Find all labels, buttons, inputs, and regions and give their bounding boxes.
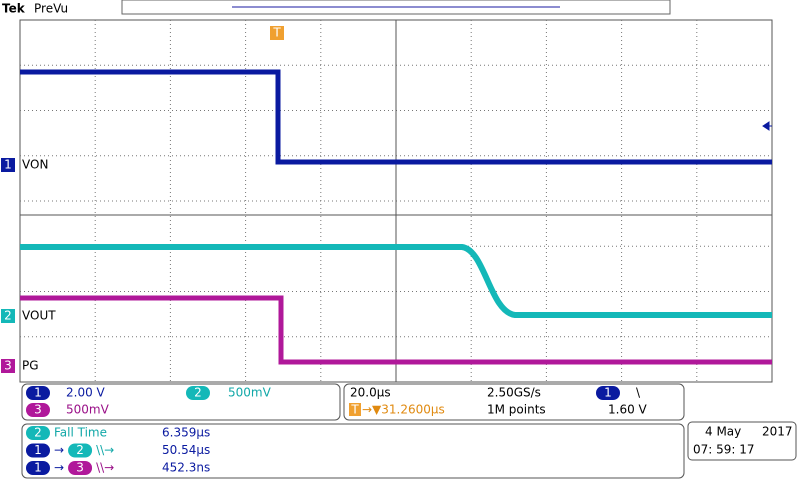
channel-number: 2 bbox=[194, 386, 202, 400]
channel-pill bbox=[186, 386, 210, 400]
channel-badge bbox=[1, 359, 15, 373]
trace-von bbox=[20, 69, 772, 165]
panel-content: 1 2.00 V 2 500mV 3 500mV 20.0µs 2.50GS/s 1 \ T →▼31… bbox=[26, 386, 793, 475]
channel-number: 2 bbox=[34, 426, 42, 440]
ch2-scale: 500mV bbox=[228, 386, 272, 400]
sample-rate: 2.50GS/s bbox=[487, 386, 541, 400]
channel-number: 1 bbox=[34, 386, 42, 400]
mode: PreVu bbox=[34, 2, 68, 16]
channel-number: 3 bbox=[76, 461, 84, 475]
channel-pill bbox=[26, 403, 50, 417]
channel-pill bbox=[26, 426, 50, 440]
channel-number: 2 bbox=[76, 443, 84, 457]
channel-number: 3 bbox=[4, 359, 12, 373]
channel-badge bbox=[1, 158, 15, 172]
measurement-value: 50.54µs bbox=[162, 443, 210, 457]
trace-vout bbox=[20, 244, 772, 318]
ch1-scale: 2.00 V bbox=[66, 386, 106, 400]
horizontal-scale: 20.0µs bbox=[350, 386, 391, 400]
channel-pill bbox=[68, 461, 93, 475]
channel-badge bbox=[1, 309, 15, 323]
record-length: 1M points bbox=[487, 403, 546, 417]
channel-label: VOUT bbox=[22, 309, 56, 323]
channel-pill bbox=[596, 386, 620, 400]
channel-number: 1 bbox=[34, 443, 42, 457]
channel-labels: 1 VON 2 VOUT 3 PG bbox=[1, 158, 56, 373]
channel-pill bbox=[26, 443, 50, 458]
measurement-part: → bbox=[54, 461, 64, 475]
record-bar bbox=[121, 0, 671, 15]
channel-pill bbox=[68, 443, 93, 458]
channel-label: PG bbox=[22, 359, 39, 373]
datetime-panel bbox=[687, 421, 797, 461]
channel-pill bbox=[26, 461, 50, 475]
measurement-part: \\→ bbox=[96, 461, 114, 475]
channel-number: 1 bbox=[4, 158, 12, 172]
channel-number: 3 bbox=[34, 403, 42, 417]
measurement-value: 6.359µs bbox=[162, 426, 210, 440]
trigger-level: 1.60 V bbox=[608, 403, 648, 417]
year: 2017 bbox=[762, 425, 793, 439]
trace-pg bbox=[20, 295, 772, 365]
date: 4 May bbox=[705, 425, 741, 439]
trigger-level-marker bbox=[762, 121, 772, 131]
channel-number: 1 bbox=[604, 386, 612, 400]
channel-pill bbox=[26, 386, 50, 400]
trigger-slope: \ bbox=[636, 386, 641, 400]
measurement-value: 452.3ns bbox=[162, 461, 210, 475]
time: 07: 59: 17 bbox=[693, 443, 755, 457]
vertical-panel bbox=[21, 383, 341, 421]
measurement-part: Fall Time bbox=[54, 426, 107, 440]
measurement-panel bbox=[21, 423, 685, 479]
trigger-pill bbox=[349, 403, 361, 416]
measurement-part: → bbox=[54, 443, 64, 457]
brand: Tek bbox=[2, 2, 26, 16]
trigger-badge: T bbox=[350, 403, 359, 417]
channel-number: 2 bbox=[4, 309, 12, 323]
channel-number: 1 bbox=[34, 461, 42, 475]
trigger-position: →▼31.2600µs bbox=[362, 403, 445, 417]
ch3-scale: 500mV bbox=[66, 403, 110, 417]
trigger-badge bbox=[270, 26, 284, 40]
channel-label: VON bbox=[22, 158, 48, 172]
measurement-part: \\→ bbox=[96, 443, 114, 457]
trigger-marker: T bbox=[272, 26, 281, 40]
